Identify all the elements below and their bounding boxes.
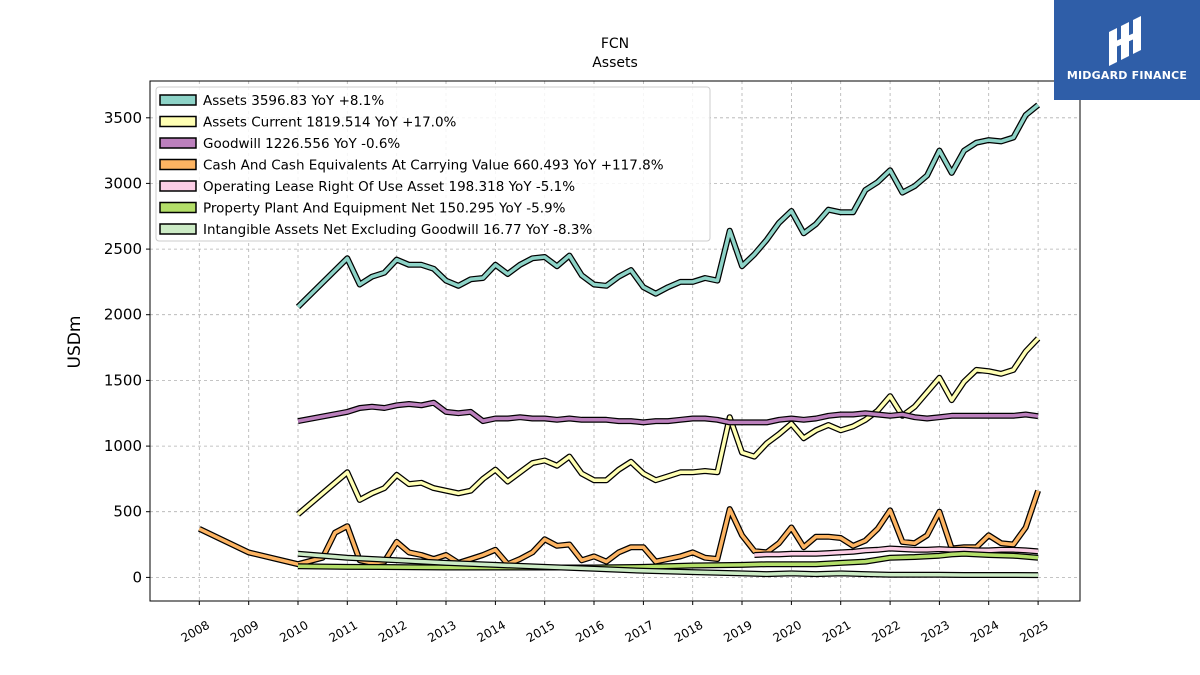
brand-logo-icon — [1109, 16, 1141, 66]
series-line-6 — [297, 551, 1039, 577]
y-tick-label: 1500 — [104, 371, 142, 389]
series-lines — [198, 102, 1041, 579]
x-tick-label: 2025 — [1017, 618, 1050, 645]
x-tick-label: 2022 — [869, 618, 902, 645]
chart-title: FCN — [601, 36, 629, 52]
y-axis-label: USDm — [65, 316, 85, 369]
x-tick-label: 2020 — [771, 618, 804, 645]
series-line-0 — [296, 103, 1040, 309]
x-tick-label: 2009 — [228, 618, 261, 645]
x-tick-label: 2012 — [376, 618, 409, 645]
brand-logo: MIDGARD FINANCE — [1054, 0, 1200, 100]
legend-swatch — [159, 180, 197, 192]
legend-label: Assets Current 1819.514 YoY +17.0% — [203, 115, 457, 131]
series-line-4 — [754, 546, 1039, 557]
legend-box — [155, 86, 711, 242]
y-tick-label: 500 — [113, 503, 142, 521]
x-tick-label: 2014 — [475, 618, 508, 645]
series-line-2 — [297, 400, 1039, 425]
x-tick-label: 2024 — [968, 618, 1001, 645]
legend-label: Goodwill 1226.556 YoY -0.6% — [203, 136, 400, 152]
x-tick-label: 2018 — [672, 618, 705, 645]
x-tick-label: 2016 — [573, 618, 606, 645]
x-tick-label: 2021 — [820, 618, 853, 645]
x-tick-label: 2019 — [721, 618, 754, 645]
legend-swatch — [159, 115, 197, 128]
y-tick-label: 0 — [132, 568, 142, 586]
y-tick-label: 2500 — [104, 240, 142, 258]
legend-swatch — [159, 201, 197, 214]
legend-label: Intangible Assets Net Excluding Goodwill… — [203, 222, 593, 238]
brand-name: MIDGARD FINANCE — [1066, 69, 1188, 82]
x-tick-label: 2015 — [524, 618, 557, 645]
legend-label: Property Plant And Equipment Net 150.295… — [203, 201, 566, 217]
legend-swatch — [159, 137, 197, 149]
y-tick-label: 1000 — [104, 437, 142, 455]
legend-label: Cash And Cash Equivalents At Carrying Va… — [203, 158, 664, 174]
legend: Assets 3596.83 YoY +8.1% Assets Current 1… — [155, 86, 711, 242]
series-line-1 — [296, 337, 1040, 516]
y-tick-label: 3500 — [104, 109, 142, 127]
x-tick-label: 2017 — [623, 618, 656, 645]
plot-frame — [149, 80, 1081, 602]
legend-label: Assets 3596.83 YoY +8.1% — [203, 93, 384, 109]
legend-swatch — [159, 158, 197, 171]
x-tick-label: 2023 — [919, 618, 952, 645]
x-tick-label: 2008 — [179, 618, 212, 645]
legend-swatch — [159, 223, 197, 235]
series-line-3 — [198, 490, 1040, 566]
y-tick-label: 3000 — [104, 174, 142, 192]
legend-label: Operating Lease Right Of Use Asset 198.3… — [203, 179, 575, 195]
y-tick-label: 2000 — [104, 306, 142, 324]
legend-swatch — [159, 94, 197, 106]
x-tick-label: 2013 — [425, 618, 458, 645]
x-tick-label: 2010 — [277, 618, 310, 645]
x-tick-label: 2011 — [327, 618, 360, 645]
chart-subtitle: Assets — [592, 55, 638, 71]
